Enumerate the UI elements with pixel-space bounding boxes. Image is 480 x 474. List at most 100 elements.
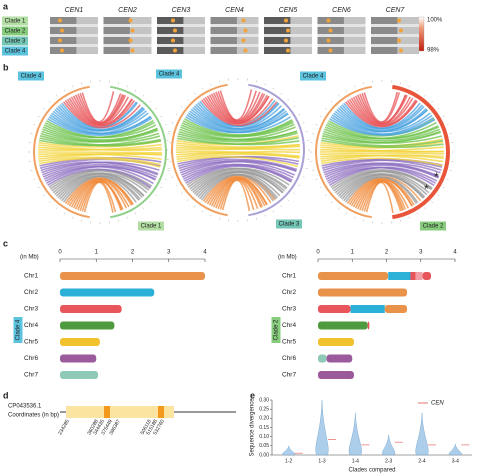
alignment-row xyxy=(103,27,152,34)
chromosome-name: Chr6 xyxy=(24,355,38,362)
synteny-link xyxy=(210,24,259,27)
alignment-row xyxy=(157,37,205,44)
chord xyxy=(57,174,143,199)
alignment-light xyxy=(183,27,205,34)
chromosome-arc xyxy=(110,85,167,219)
ruler-tick xyxy=(442,186,445,189)
chord xyxy=(189,110,287,132)
chromosome-arc xyxy=(392,84,450,220)
centromere-name: CEN2 xyxy=(118,7,137,14)
chord xyxy=(212,178,259,210)
chord xyxy=(331,170,430,194)
clade-badge xyxy=(138,221,164,231)
chord xyxy=(193,105,286,130)
chromosome-segment xyxy=(318,321,368,330)
chromosome-segment xyxy=(410,272,416,280)
ruler-tick xyxy=(424,207,426,210)
chord xyxy=(336,108,431,133)
alignment-light xyxy=(76,37,98,44)
ruler-tick xyxy=(142,207,144,210)
violin xyxy=(382,434,396,456)
x-tick-label: 3 xyxy=(419,250,423,256)
ruler-tick xyxy=(126,216,128,219)
chord xyxy=(197,173,277,200)
clade-badge xyxy=(2,46,28,56)
x-tick-label: 4 xyxy=(203,250,207,256)
clade-badge xyxy=(2,26,28,36)
chromosome-arc xyxy=(315,85,372,219)
ruler-tick xyxy=(305,167,308,169)
alignment-row xyxy=(157,47,205,54)
chord xyxy=(176,150,300,157)
ruler-tick xyxy=(446,178,449,180)
ruler-tick xyxy=(424,94,426,97)
chord xyxy=(359,93,407,124)
ruler-tick xyxy=(175,113,178,116)
centromere-dot xyxy=(326,18,331,23)
y-axis-label: Sequence divergence xyxy=(250,398,256,457)
ruler-tick xyxy=(408,85,410,88)
alignment-light xyxy=(397,17,419,24)
ruler-tick xyxy=(399,219,401,222)
alignment-row xyxy=(103,17,152,24)
centromere-dot xyxy=(397,38,401,43)
panel-label: d xyxy=(3,390,9,400)
alignment-row xyxy=(103,47,152,54)
synteny-link xyxy=(157,34,205,37)
centromere-dot xyxy=(58,18,62,23)
alignment-light xyxy=(129,17,152,24)
ruler-tick xyxy=(186,199,189,202)
synteny-link xyxy=(210,34,259,37)
ruler-tick xyxy=(298,113,301,116)
chromosome-segment xyxy=(384,305,408,313)
centromere-dot xyxy=(130,28,135,33)
x-tick-label: 2 xyxy=(131,250,135,256)
chord xyxy=(190,169,286,192)
chord xyxy=(64,99,136,127)
ruler-tick xyxy=(255,80,257,83)
chord xyxy=(37,151,163,154)
chord xyxy=(330,169,433,189)
unit-label: (in Mb) xyxy=(20,255,39,261)
axis-label: Coordinates (in bp) xyxy=(8,413,59,419)
synteny-link xyxy=(264,34,312,37)
ruler-tick xyxy=(324,108,327,110)
centromere-dot xyxy=(171,18,175,23)
chromosome-segment xyxy=(318,371,354,379)
chromosome-name: Chr7 xyxy=(282,372,296,379)
chord xyxy=(81,91,115,123)
clade-label: Clade 4 xyxy=(16,319,22,340)
clade-label: Clade 4 xyxy=(303,74,324,80)
chord xyxy=(38,152,162,160)
centromere-dot xyxy=(130,48,135,53)
centromere-dot xyxy=(328,48,333,53)
y-tick-label: 0.10 xyxy=(259,434,269,440)
chromosome-segment xyxy=(422,272,432,280)
ruler-tick xyxy=(201,87,204,90)
chord xyxy=(51,112,152,135)
ruler-tick xyxy=(287,199,290,202)
ruler-tick xyxy=(56,94,58,97)
alignment-light xyxy=(236,27,259,34)
alignment-light xyxy=(236,47,259,54)
alignment-row xyxy=(50,17,98,24)
ruler-tick xyxy=(219,217,221,220)
x-tick-label: 1-4 xyxy=(352,458,359,464)
centromere-dot xyxy=(399,28,403,33)
centromere-dot xyxy=(286,28,290,33)
centromere-dot xyxy=(286,48,290,53)
ruler-tick xyxy=(167,169,170,171)
chord xyxy=(320,154,444,163)
panel-label: b xyxy=(3,62,9,72)
chromosome-segment xyxy=(60,371,99,379)
centromere-name: CEN3 xyxy=(172,7,191,14)
clade-tag: Clade 4 xyxy=(13,317,23,343)
chord xyxy=(42,163,157,178)
y-tick-label: 0.30 xyxy=(259,397,269,403)
clade-label: Clade 2 xyxy=(274,319,280,340)
alignment-light xyxy=(129,37,152,44)
chord xyxy=(323,130,443,144)
ruler-tick xyxy=(72,85,74,88)
ruler-tick xyxy=(117,219,119,222)
